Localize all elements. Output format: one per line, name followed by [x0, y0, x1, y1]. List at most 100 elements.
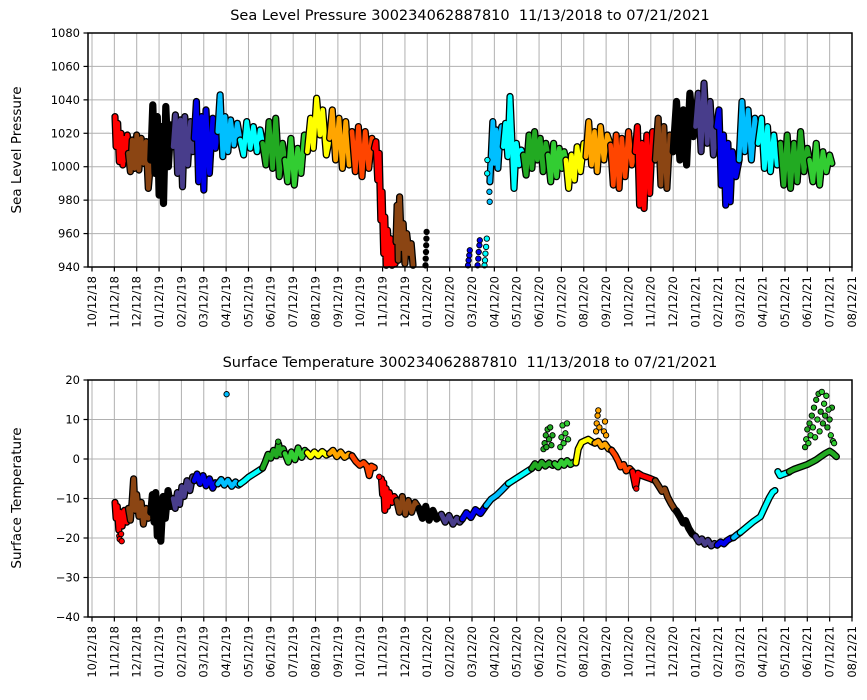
- svg-text:09/12/20: 09/12/20: [599, 626, 613, 678]
- axis-ticks: [83, 379, 853, 622]
- svg-text:−40: −40: [56, 610, 80, 624]
- svg-text:08/12/19: 08/12/19: [308, 276, 322, 328]
- axis-ticks: [83, 32, 853, 272]
- pressure-chart-title: Sea Level Pressure 300234062887810 11/13…: [230, 8, 710, 24]
- svg-text:06/12/19: 06/12/19: [264, 276, 278, 328]
- svg-text:980: 980: [58, 193, 80, 207]
- svg-text:10/12/18: 10/12/18: [85, 626, 99, 678]
- axis-tick-labels: 10/12/18 11/12/18 12/12/18 01/12/19 02/12/19…: [56, 373, 859, 678]
- svg-text:940: 940: [58, 260, 80, 274]
- svg-text:06/12/20: 06/12/20: [532, 626, 546, 678]
- svg-text:1000: 1000: [51, 160, 80, 174]
- svg-text:05/12/21: 05/12/21: [778, 626, 792, 678]
- svg-text:11/12/18: 11/12/18: [107, 276, 121, 328]
- svg-text:05/12/21: 05/12/21: [778, 276, 792, 328]
- svg-text:04/12/20: 04/12/20: [487, 276, 501, 328]
- data-series: [111, 79, 836, 269]
- pressure-plot-area: 10/12/18 11/12/18 12/12/18 01/12/19 02/12/19…: [51, 26, 859, 328]
- svg-text:11/12/20: 11/12/20: [644, 626, 658, 678]
- svg-text:02/12/19: 02/12/19: [174, 626, 188, 678]
- gridlines: [88, 379, 853, 618]
- svg-text:01/12/20: 01/12/20: [420, 626, 434, 678]
- pressure-y-axis-label: Sea Level Pressure: [9, 86, 25, 214]
- svg-text:10/12/20: 10/12/20: [621, 626, 635, 678]
- svg-text:12/12/19: 12/12/19: [398, 276, 412, 328]
- svg-text:12/12/18: 12/12/18: [130, 626, 144, 678]
- svg-text:06/12/19: 06/12/19: [264, 626, 278, 678]
- svg-text:08/12/20: 08/12/20: [577, 626, 591, 678]
- svg-text:960: 960: [58, 227, 80, 241]
- svg-text:10/12/19: 10/12/19: [353, 626, 367, 678]
- svg-text:03/12/19: 03/12/19: [197, 626, 211, 678]
- svg-text:03/12/21: 03/12/21: [733, 626, 747, 678]
- svg-text:11/12/19: 11/12/19: [375, 276, 389, 328]
- svg-text:09/12/20: 09/12/20: [599, 276, 613, 328]
- svg-text:08/12/19: 08/12/19: [308, 626, 322, 678]
- svg-text:01/12/19: 01/12/19: [152, 276, 166, 328]
- svg-text:07/12/19: 07/12/19: [286, 276, 300, 328]
- svg-text:07/12/19: 07/12/19: [286, 626, 300, 678]
- svg-text:11/12/18: 11/12/18: [107, 626, 121, 678]
- svg-text:01/12/21: 01/12/21: [688, 626, 702, 678]
- svg-text:01/12/21: 01/12/21: [688, 276, 702, 328]
- svg-text:02/12/21: 02/12/21: [711, 626, 725, 678]
- temperature-chart-title: Surface Temperature 300234062887810 11/1…: [222, 355, 718, 371]
- svg-text:1060: 1060: [51, 59, 80, 73]
- svg-text:1040: 1040: [51, 93, 80, 107]
- svg-text:06/12/20: 06/12/20: [532, 276, 546, 328]
- svg-text:07/12/21: 07/12/21: [823, 276, 837, 328]
- svg-text:08/12/21: 08/12/21: [845, 626, 859, 678]
- svg-text:04/12/20: 04/12/20: [487, 626, 501, 678]
- svg-text:20: 20: [65, 373, 80, 387]
- svg-text:03/12/20: 03/12/20: [465, 276, 479, 328]
- svg-text:07/12/20: 07/12/20: [554, 276, 568, 328]
- svg-text:10/12/20: 10/12/20: [621, 276, 635, 328]
- svg-text:03/12/21: 03/12/21: [733, 276, 747, 328]
- svg-text:09/12/19: 09/12/19: [331, 276, 345, 328]
- svg-text:04/12/19: 04/12/19: [219, 276, 233, 328]
- svg-text:02/12/20: 02/12/20: [443, 626, 457, 678]
- svg-text:12/12/19: 12/12/19: [398, 626, 412, 678]
- svg-text:10/12/19: 10/12/19: [353, 276, 367, 328]
- svg-text:01/12/19: 01/12/19: [152, 626, 166, 678]
- svg-text:11/12/19: 11/12/19: [375, 626, 389, 678]
- svg-text:0: 0: [73, 452, 80, 466]
- svg-text:−30: −30: [56, 571, 80, 585]
- svg-text:1020: 1020: [51, 126, 80, 140]
- svg-text:05/12/19: 05/12/19: [241, 626, 255, 678]
- svg-text:05/12/20: 05/12/20: [510, 626, 524, 678]
- svg-text:06/12/21: 06/12/21: [800, 276, 814, 328]
- svg-text:02/12/21: 02/12/21: [711, 276, 725, 328]
- temperature-plot-area: 10/12/18 11/12/18 12/12/18 01/12/19 02/12/19…: [56, 373, 859, 678]
- svg-text:05/12/20: 05/12/20: [510, 276, 524, 328]
- svg-text:−10: −10: [56, 492, 80, 506]
- plot-border: [87, 32, 853, 268]
- svg-text:04/12/19: 04/12/19: [219, 626, 233, 678]
- svg-text:04/12/21: 04/12/21: [756, 276, 770, 328]
- svg-text:10/12/18: 10/12/18: [85, 276, 99, 328]
- svg-text:03/12/20: 03/12/20: [465, 626, 479, 678]
- svg-text:12/12/18: 12/12/18: [130, 276, 144, 328]
- svg-text:07/12/21: 07/12/21: [823, 626, 837, 678]
- data-series: [111, 388, 840, 550]
- svg-text:06/12/21: 06/12/21: [800, 626, 814, 678]
- svg-text:12/12/20: 12/12/20: [666, 276, 680, 328]
- svg-text:07/12/20: 07/12/20: [554, 626, 568, 678]
- svg-text:05/12/19: 05/12/19: [241, 276, 255, 328]
- svg-text:10: 10: [65, 413, 80, 427]
- svg-text:02/12/19: 02/12/19: [174, 276, 188, 328]
- svg-text:09/12/19: 09/12/19: [331, 626, 345, 678]
- svg-text:−20: −20: [56, 531, 80, 545]
- svg-text:01/12/20: 01/12/20: [420, 276, 434, 328]
- svg-text:08/12/20: 08/12/20: [577, 276, 591, 328]
- svg-text:08/12/21: 08/12/21: [845, 276, 859, 328]
- temperature-y-axis-label: Surface Temperature: [9, 427, 25, 569]
- svg-text:03/12/19: 03/12/19: [197, 276, 211, 328]
- svg-text:1080: 1080: [51, 26, 80, 40]
- svg-text:12/12/20: 12/12/20: [666, 626, 680, 678]
- axis-tick-labels: 10/12/18 11/12/18 12/12/18 01/12/19 02/12/19…: [51, 26, 859, 328]
- svg-text:02/12/20: 02/12/20: [443, 276, 457, 328]
- svg-text:11/12/20: 11/12/20: [644, 276, 658, 328]
